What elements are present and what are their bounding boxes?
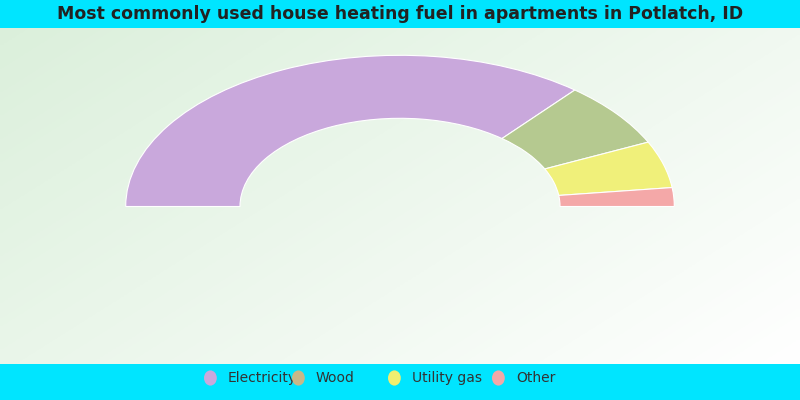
Wedge shape	[126, 55, 575, 206]
Text: Other: Other	[516, 371, 555, 385]
Wedge shape	[545, 142, 672, 196]
Text: Most commonly used house heating fuel in apartments in Potlatch, ID: Most commonly used house heating fuel in…	[57, 5, 743, 23]
Text: Wood: Wood	[316, 371, 355, 385]
Text: Electricity: Electricity	[228, 371, 297, 385]
Wedge shape	[502, 90, 648, 169]
Wedge shape	[558, 188, 674, 206]
Text: Utility gas: Utility gas	[412, 371, 482, 385]
